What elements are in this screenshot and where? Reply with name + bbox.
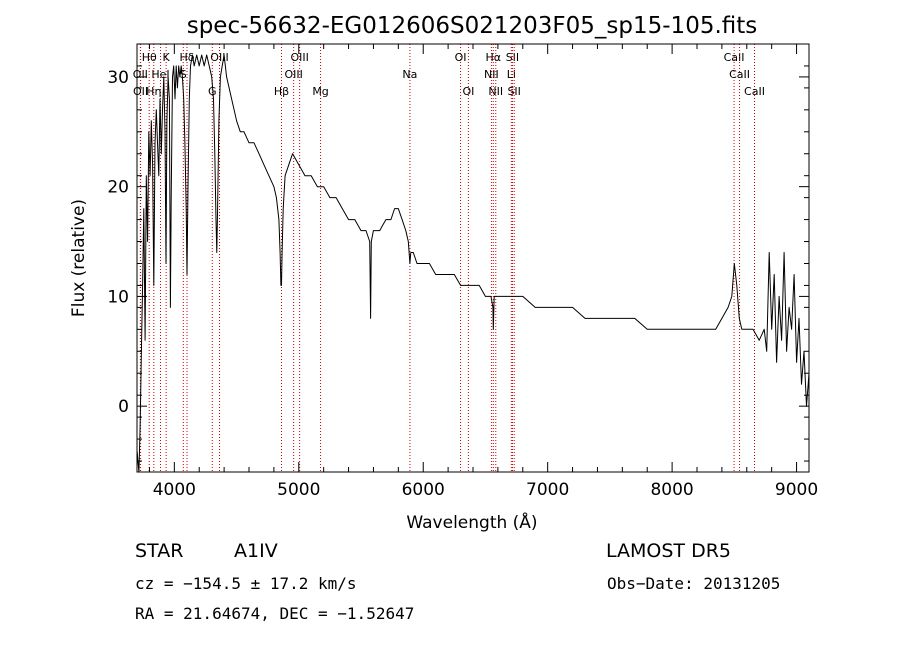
observation-date: Obs−Date: 20131205: [607, 574, 781, 593]
line-marker-label: Na: [402, 68, 417, 81]
y-tick-label: 30: [107, 68, 129, 88]
line-marker-label: S: [180, 68, 187, 81]
line-marker-label: OI: [462, 85, 474, 98]
line-marker-label: Hα: [486, 51, 502, 64]
line-marker-label: G: [208, 85, 217, 98]
survey-release: LAMOST DR5: [606, 540, 731, 562]
line-marker-label: Hθ: [142, 51, 157, 64]
x-axis-label: Wavelength (Å): [406, 511, 537, 533]
line-marker-label: SII: [507, 85, 520, 98]
y-tick-label: 0: [118, 397, 129, 417]
line-marker-label: OIII: [284, 68, 302, 81]
line-marker-label: K: [163, 51, 171, 64]
y-tick-label: 20: [107, 178, 129, 198]
line-marker-label: CaII: [724, 51, 745, 64]
x-tick-label: 9000: [775, 480, 818, 500]
x-tick-label: 4000: [153, 480, 196, 500]
line-marker-label: OI: [455, 51, 467, 64]
redshift-velocity: cz = −154.5 ± 17.2 km/s: [135, 574, 357, 593]
line-marker-label: Hβ: [274, 85, 289, 98]
line-marker-label: OIII: [290, 51, 308, 64]
plot-frame: [136, 43, 810, 473]
x-tick-label: 5000: [277, 480, 320, 500]
axis-ticks: 4000 5000 6000 7000 8000 9000 0 10 20 30: [107, 43, 818, 500]
series-layer: [136, 54, 810, 473]
x-tick-label: 8000: [650, 480, 693, 500]
chart-title: spec-56632-EG012606S021203F05_sp15-105.f…: [187, 13, 758, 39]
line-marker-label: SII: [506, 51, 519, 64]
line-marker-label: CaII: [744, 85, 765, 98]
line-marker-label: Hη: [146, 85, 161, 98]
line-marker-label: OIII: [210, 51, 228, 64]
line-marker-label: NII: [484, 68, 499, 81]
y-axis-label: Flux (relative): [69, 199, 89, 317]
line-marker-label: HeI: [151, 68, 169, 81]
spectral-subclass: A1IV: [234, 540, 278, 562]
x-tick-label: 7000: [526, 480, 569, 500]
spectrum-series-0: [136, 54, 810, 473]
object-class: STAR: [135, 540, 184, 562]
line-marker-label: Mg: [312, 85, 328, 98]
line-marker-label: Li: [507, 68, 516, 81]
line-marker-label: CaII: [729, 68, 750, 81]
line-marker-label: NII: [488, 85, 503, 98]
y-tick-label: 10: [107, 287, 129, 307]
sky-coordinates: RA = 21.64674, DEC = −1.52647: [135, 604, 415, 623]
x-tick-label: 6000: [402, 480, 445, 500]
